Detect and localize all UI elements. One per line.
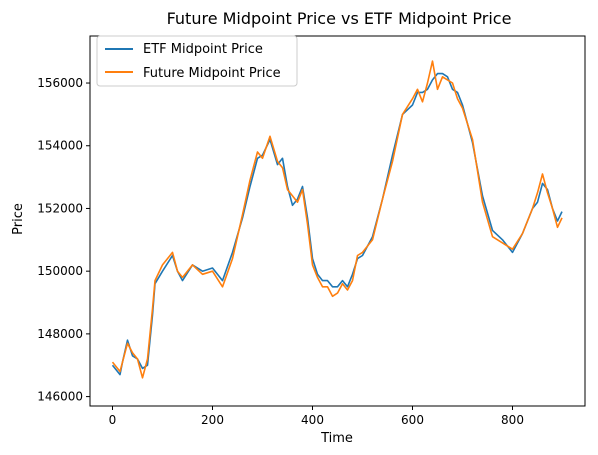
x-tick-label: 600 <box>401 413 424 427</box>
x-tick-label: 400 <box>301 413 324 427</box>
y-tick-label: 150000 <box>37 264 83 278</box>
series-line-etf <box>111 72 563 376</box>
series-line-future <box>111 60 563 379</box>
y-tick-label: 154000 <box>37 139 83 153</box>
x-axis-label: Time <box>320 431 353 446</box>
x-tick-label: 200 <box>201 413 224 427</box>
chart-title: Future Midpoint Price vs ETF Midpoint Pr… <box>167 9 512 28</box>
legend-label-etf: ETF Midpoint Price <box>143 42 263 57</box>
x-axis-ticks: 0 200 400 600 800 <box>109 406 524 427</box>
y-tick-label: 156000 <box>37 76 83 90</box>
x-tick-label: 0 <box>109 413 117 427</box>
axes-frame <box>89 35 586 407</box>
y-axis-ticks: 146000 148000 150000 152000 154000 156000 <box>37 76 90 404</box>
y-tick-label: 152000 <box>37 201 83 215</box>
x-tick-label: 800 <box>501 413 524 427</box>
legend-frame <box>96 35 298 87</box>
legend: ETF Midpoint Price Future Midpoint Price <box>96 35 298 87</box>
plot-area <box>111 60 563 379</box>
y-axis-label: Price <box>11 203 26 235</box>
y-tick-label: 146000 <box>37 390 83 404</box>
y-tick-label: 148000 <box>37 327 83 341</box>
legend-label-future: Future Midpoint Price <box>143 66 281 81</box>
